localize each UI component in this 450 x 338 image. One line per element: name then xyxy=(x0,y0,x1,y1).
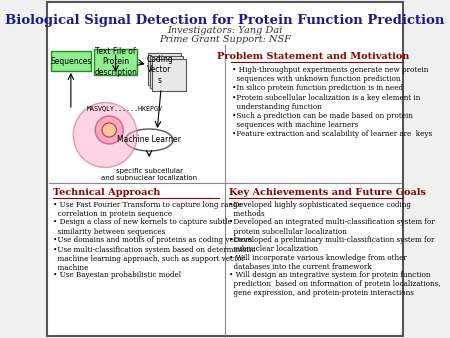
Text: • High-throughput experiments generate new protein
  sequences with unknown func: • High-throughput experiments generate n… xyxy=(232,66,428,83)
Text: specific subcellular
and subnuclear localization: specific subcellular and subnuclear loca… xyxy=(101,168,197,181)
FancyBboxPatch shape xyxy=(94,49,137,75)
FancyBboxPatch shape xyxy=(153,59,186,91)
Text: Problem Statement and Motivation: Problem Statement and Motivation xyxy=(216,52,409,61)
Text: • Use Bayesian probabilistic model: • Use Bayesian probabilistic model xyxy=(53,271,181,279)
Text: Machine Learner: Machine Learner xyxy=(117,136,181,145)
Text: MASVQLY......HKEPGV: MASVQLY......HKEPGV xyxy=(87,105,163,111)
Text: Investigators: Yang Dai: Investigators: Yang Dai xyxy=(167,26,283,35)
Ellipse shape xyxy=(95,116,123,144)
Text: • Will design an integrative system for protein function
  prediction  based on : • Will design an integrative system for … xyxy=(229,271,441,297)
Text: •Feature extraction and scalability of learner are  keys: •Feature extraction and scalability of l… xyxy=(232,130,432,138)
Text: •Use domains and motifs of proteins as coding vectors: •Use domains and motifs of proteins as c… xyxy=(53,236,252,244)
Text: Prime Grant Support: NSF: Prime Grant Support: NSF xyxy=(159,35,291,44)
Text: • Will incorporate various knowledge from other
  databases into the current fra: • Will incorporate various knowledge fro… xyxy=(229,254,407,271)
FancyBboxPatch shape xyxy=(148,53,181,85)
Text: •Protein subcellular localization is a key element in
  understanding function: •Protein subcellular localization is a k… xyxy=(232,94,421,111)
Text: •Developed an integrated multi-classification system for
  protein subcellular l: •Developed an integrated multi-classific… xyxy=(229,218,435,236)
Ellipse shape xyxy=(102,123,117,137)
Text: •Use multi-classification system based on deterministic
  machine learning appro: •Use multi-classification system based o… xyxy=(53,245,256,272)
Ellipse shape xyxy=(73,102,137,168)
Text: Key Achievements and Future Goals: Key Achievements and Future Goals xyxy=(229,188,426,197)
Text: •In silico protein function prediction is in need: •In silico protein function prediction i… xyxy=(232,84,403,92)
Text: • Use Fast Fourier Transform to capture long range
  correlation in protein sequ: • Use Fast Fourier Transform to capture … xyxy=(53,201,242,218)
FancyBboxPatch shape xyxy=(150,56,184,88)
Ellipse shape xyxy=(125,129,173,151)
FancyBboxPatch shape xyxy=(51,51,91,71)
Text: Sequences: Sequences xyxy=(50,56,91,66)
Text: •Such a prediction can be made based on protein
  sequences with machine learner: •Such a prediction can be made based on … xyxy=(232,112,413,129)
Text: Text File of
Protein
description: Text File of Protein description xyxy=(94,47,137,77)
Text: Biological Signal Detection for Protein Function Prediction: Biological Signal Detection for Protein … xyxy=(5,14,445,27)
Text: Technical Approach: Technical Approach xyxy=(53,188,161,197)
FancyBboxPatch shape xyxy=(47,2,403,336)
Text: Coding
Vector
s: Coding Vector s xyxy=(146,55,173,85)
Text: •Developed highly sophisticated sequence coding
  methods: •Developed highly sophisticated sequence… xyxy=(229,201,411,218)
Text: • Design a class of new kernels to capture subtle
  similarity between sequences: • Design a class of new kernels to captu… xyxy=(53,218,232,236)
Text: •Developed a preliminary multi-classification system for
  subnuclear localizati: •Developed a preliminary multi-classific… xyxy=(229,236,434,253)
